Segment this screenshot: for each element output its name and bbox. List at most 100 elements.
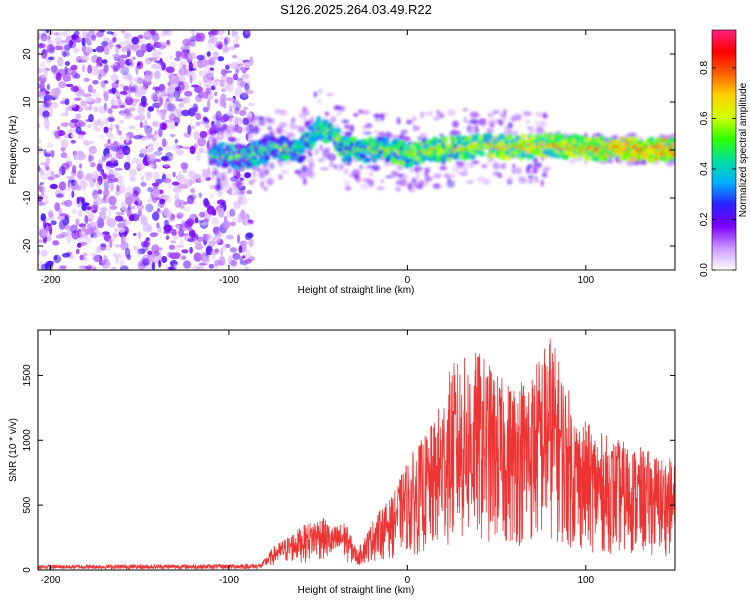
- heatmap-signal-cell: [320, 167, 329, 171]
- heatmap-noise-cell: [39, 169, 45, 176]
- heatmap-noise-cell: [41, 50, 48, 60]
- heatmap-noise-cell: [107, 169, 115, 179]
- heatmap-signal-cell: [268, 162, 275, 170]
- heatmap-noise-cell: [187, 195, 195, 205]
- heatmap-noise-cell: [81, 225, 86, 232]
- heatmap-noise-cell: [131, 205, 135, 210]
- heatmap-noise-cell: [222, 220, 231, 230]
- heatmap-noise-cell: [168, 79, 177, 85]
- heatmap-noise-cell: [92, 194, 102, 201]
- heatmap-noise-cell: [104, 118, 109, 126]
- heatmap-noise-cell: [119, 90, 128, 96]
- heatmap-signal-cell: [412, 177, 416, 183]
- heatmap-noise-cell: [61, 252, 71, 258]
- heatmap-noise-cell: [152, 121, 159, 127]
- heatmap-noise-cell: [51, 64, 59, 75]
- heatmap-signal-cell: [298, 112, 307, 119]
- heatmap-noise-cell: [123, 161, 131, 171]
- heatmap-signal-cell: [390, 171, 399, 179]
- heatmap-noise-cell: [174, 139, 178, 144]
- heatmap-noise-cell: [76, 170, 84, 180]
- heatmap-noise-cell: [77, 131, 86, 136]
- heatmap-noise-cell: [189, 39, 196, 47]
- heatmap-noise-cell: [115, 46, 119, 55]
- heatmap-signal-cell: [404, 136, 411, 141]
- heatmap-noise-cell: [56, 193, 64, 198]
- heatmap-noise-cell: [173, 263, 178, 270]
- heatmap-noise-cell: [101, 157, 106, 161]
- heatmap-noise-cell: [38, 83, 43, 89]
- heatmap-noise-cell: [44, 99, 52, 108]
- heatmap-noise-cell: [112, 36, 117, 42]
- heatmap-noise-cell: [103, 63, 109, 73]
- heatmap-noise-cell: [92, 80, 99, 85]
- heatmap-noise-cell: [235, 126, 243, 134]
- heatmap-noise-cell: [222, 46, 230, 53]
- heatmap-noise-cell: [92, 48, 97, 53]
- heatmap-noise-cell: [88, 153, 92, 164]
- heatmap-noise-cell: [197, 137, 207, 147]
- heatmap-noise-cell: [243, 106, 248, 111]
- heatmap-signal-cell: [313, 135, 319, 142]
- heatmap-noise-cell: [163, 163, 170, 168]
- heatmap-noise-cell: [72, 164, 77, 174]
- heatmap-noise-cell: [70, 169, 77, 177]
- heatmap-noise-cell: [178, 68, 187, 76]
- heatmap-noise-cell: [180, 255, 187, 261]
- heatmap-noise-cell: [70, 133, 75, 138]
- heatmap-signal-cell: [413, 181, 423, 189]
- heatmap-noise-cell: [70, 86, 80, 92]
- heatmap-signal-cell: [487, 112, 493, 118]
- heatmap-noise-cell: [209, 193, 214, 199]
- heatmap-noise-cell: [180, 96, 188, 105]
- heatmap-noise-cell: [167, 103, 176, 112]
- heatmap-noise-cell: [232, 103, 237, 109]
- heatmap-signal-cell: [419, 132, 428, 140]
- heatmap-noise-cell: [188, 229, 196, 239]
- heatmap-noise-cell: [163, 194, 170, 200]
- heatmap-noise-cell: [203, 83, 212, 88]
- heatmap-noise-cell: [194, 243, 204, 250]
- heatmap-noise-cell: [140, 95, 147, 106]
- heatmap-noise-cell: [111, 171, 119, 177]
- heatmap-signal-cell: [298, 154, 307, 161]
- heatmap-noise-cell: [179, 84, 183, 94]
- heatmap-signal-cell: [311, 140, 316, 147]
- heatmap-noise-cell: [200, 91, 209, 99]
- heatmap-signal-cell: [506, 134, 513, 140]
- heatmap-noise-cell: [151, 137, 157, 142]
- heatmap-noise-cell: [161, 32, 167, 37]
- heatmap-signal-cell: [358, 109, 363, 115]
- heatmap-noise-cell: [90, 181, 94, 188]
- heatmap-noise-cell: [208, 240, 216, 247]
- heatmap-noise-cell: [197, 178, 206, 184]
- heatmap-noise-cell: [62, 50, 67, 58]
- heatmap-signal-cell: [502, 115, 507, 120]
- heatmap-signal-cell: [341, 135, 348, 142]
- heatmap-noise-cell: [175, 50, 182, 58]
- heatmap-noise-cell: [79, 233, 88, 239]
- heatmap-noise-cell: [131, 195, 140, 202]
- heatmap-noise-cell: [101, 155, 106, 162]
- heatmap-noise-cell: [140, 216, 148, 226]
- heatmap-y-axis-label: Frequency (Hz): [8, 116, 19, 185]
- heatmap-signal-cell: [469, 112, 478, 119]
- heatmap-signal-cell: [491, 113, 496, 118]
- heatmap-noise-cell: [182, 146, 191, 150]
- heatmap-noise-cell: [244, 172, 252, 179]
- heatmap-noise-cell: [144, 120, 148, 129]
- heatmap-signal-cell: [510, 115, 518, 123]
- heatmap-noise-cell: [64, 30, 70, 33]
- heatmap-noise-cell: [210, 85, 216, 91]
- heatmap-noise-cell: [159, 122, 168, 131]
- heatmap-signal-cell: [289, 123, 296, 130]
- heatmap-noise-cell: [151, 120, 161, 128]
- heatmap-signal-cell: [486, 128, 495, 133]
- heatmap-signal-cell: [314, 147, 319, 156]
- heatmap-noise-cell: [154, 60, 160, 64]
- heatmap-noise-cell: [171, 181, 180, 186]
- heatmap-noise-cell: [55, 72, 62, 82]
- heatmap-noise-cell: [180, 162, 189, 170]
- heatmap-noise-cell: [84, 37, 89, 42]
- heatmap-noise-cell: [129, 168, 137, 177]
